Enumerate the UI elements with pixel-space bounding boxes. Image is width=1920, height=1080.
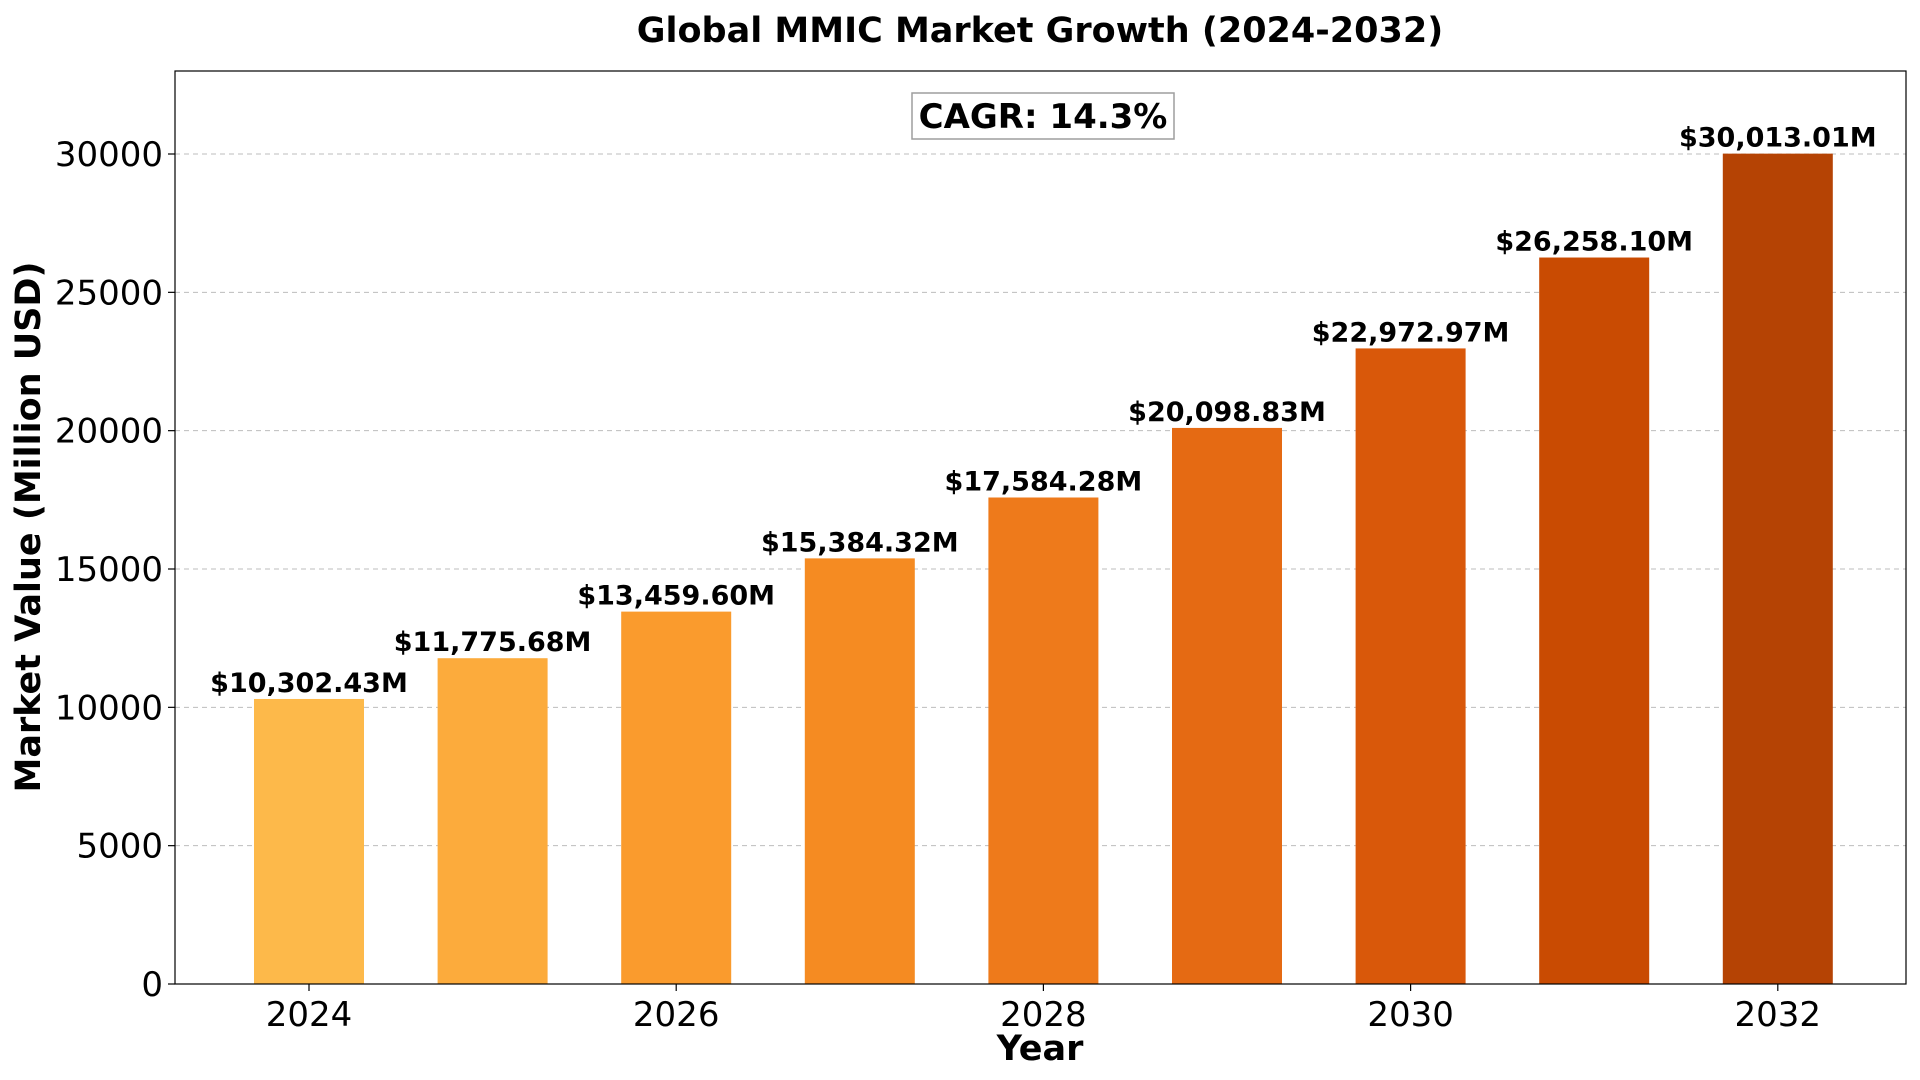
- bar-2027: [804, 558, 915, 984]
- bars: [254, 153, 1833, 985]
- bar-2032: [1722, 153, 1833, 984]
- y-tick-label: 30000: [55, 135, 163, 175]
- bar-value-label: $11,775.68M: [394, 627, 592, 658]
- bar-value-label: $17,584.28M: [945, 467, 1143, 498]
- y-tick-label: 0: [141, 965, 163, 1005]
- bar-2028: [988, 497, 1099, 984]
- x-axis-ticks: 2024 2026 2028 2030 2032: [266, 984, 1821, 1035]
- y-tick-label: 20000: [55, 412, 163, 452]
- y-tick-label: 15000: [55, 550, 163, 590]
- y-tick-label: 10000: [55, 688, 163, 728]
- chart-title: Global MMIC Market Growth (2024-2032): [637, 11, 1443, 51]
- bar-value-labels: $10,302.43M $11,775.68M $13,459.60M $15,384…: [210, 123, 1876, 699]
- bar-value-label: $15,384.32M: [761, 527, 959, 558]
- x-tick-label: 2030: [1367, 995, 1454, 1035]
- bar-2030: [1355, 348, 1466, 984]
- y-tick-label: 5000: [76, 827, 163, 867]
- bar-value-label: $26,258.10M: [1495, 227, 1693, 258]
- bar-value-label: $30,013.01M: [1679, 123, 1877, 154]
- y-axis-label: Market Value (Million USD): [9, 262, 49, 793]
- cagr-label: CAGR: 14.3%: [919, 97, 1168, 137]
- bar-2024: [254, 698, 364, 984]
- x-tick-label: 2026: [633, 995, 720, 1035]
- x-tick-label: 2032: [1735, 995, 1822, 1035]
- bar-value-label: $10,302.43M: [210, 668, 408, 699]
- x-tick-label: 2024: [266, 995, 353, 1035]
- x-tick-label: 2028: [1000, 995, 1087, 1035]
- bar-2029: [1172, 427, 1282, 984]
- bar-value-label: $22,972.97M: [1312, 317, 1510, 348]
- y-axis-ticks: 0 5000 10000 15000 20000 25000 30000: [55, 135, 175, 1005]
- plot-frame: [174, 70, 1907, 985]
- y-tick-label: 25000: [55, 273, 163, 313]
- bar-2025: [437, 658, 548, 984]
- cagr-box: [911, 92, 1175, 140]
- bar-2026: [621, 611, 732, 984]
- cagr-annotation: CAGR: 14.3%: [911, 92, 1175, 140]
- bar-value-label: $20,098.83M: [1128, 397, 1326, 428]
- bar-value-label: $13,459.60M: [577, 581, 775, 612]
- x-axis-label: Year: [996, 1029, 1084, 1069]
- bar-2031: [1539, 257, 1650, 985]
